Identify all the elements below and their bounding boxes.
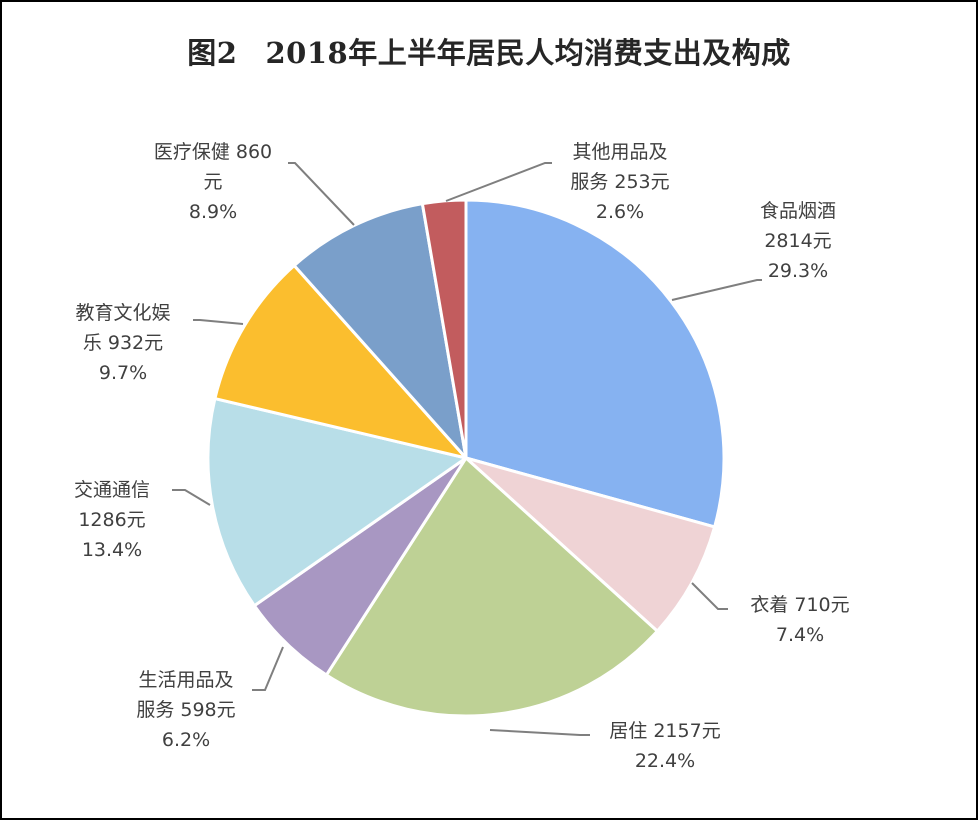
leader-line-other	[445, 162, 552, 202]
label-food-category: 食品烟酒	[759, 200, 836, 222]
label-household-percent: 6.2%	[161, 729, 211, 751]
label-food-value: 2814元	[764, 230, 832, 252]
label-health-unit: 元	[203, 171, 223, 193]
label-health-percent: 8.9%	[188, 201, 238, 223]
label-other-percent: 2.6%	[595, 201, 645, 223]
label-food: 食品烟酒 2814元 29.3%	[742, 196, 854, 286]
label-other-value: 服务 253元	[570, 171, 670, 193]
slice-housing	[324, 456, 659, 718]
label-health-category-value: 医疗保健 860	[153, 141, 273, 163]
label-transport-percent: 13.4%	[81, 539, 143, 561]
leader-line-education	[193, 319, 244, 325]
label-food-percent: 29.3%	[767, 260, 829, 282]
slice-food	[464, 198, 726, 529]
label-clothing: 衣着 710元 7.4%	[735, 590, 865, 650]
label-clothing-category-value: 衣着 710元	[750, 594, 850, 616]
figure-number: 图2	[187, 36, 238, 70]
label-household: 生活用品及 服务 598元 6.2%	[116, 665, 256, 755]
label-education-category: 教育文化娱	[75, 302, 171, 324]
label-housing-percent: 22.4%	[634, 750, 696, 772]
label-other-category: 其他用品及	[572, 141, 668, 163]
label-education: 教育文化娱 乐 932元 9.7%	[58, 298, 188, 388]
label-other: 其他用品及 服务 253元 2.6%	[555, 137, 685, 227]
chart-title: 图2 2018年上半年居民人均消费支出及构成	[0, 30, 978, 72]
slice-transport	[206, 397, 468, 608]
label-housing: 居住 2157元 22.4%	[595, 716, 735, 776]
slice-other	[420, 198, 468, 460]
label-education-percent: 9.7%	[98, 362, 148, 384]
slice-education	[213, 264, 468, 460]
leader-line-household	[252, 646, 284, 691]
label-transport: 交通通信 1286元 13.4%	[62, 475, 162, 565]
leader-line-health	[288, 162, 355, 226]
label-housing-category-value: 居住 2157元	[609, 720, 721, 742]
label-household-category: 生活用品及	[138, 669, 234, 691]
slice-health	[292, 202, 468, 460]
title-text: 2018年上半年居民人均消费支出及构成	[265, 36, 791, 70]
label-transport-value: 1286元	[78, 509, 146, 531]
leader-line-housing	[489, 729, 590, 736]
leader-line-transport	[172, 489, 211, 506]
slice-clothing	[464, 456, 717, 633]
label-education-value: 乐 932元	[82, 332, 164, 354]
label-health: 医疗保健 860 元 8.9%	[138, 137, 288, 227]
label-clothing-percent: 7.4%	[775, 624, 825, 646]
label-transport-category: 交通通信	[73, 479, 150, 501]
leader-line-clothing	[691, 582, 728, 610]
leader-line-food	[671, 279, 762, 301]
label-household-value: 服务 598元	[136, 699, 236, 721]
